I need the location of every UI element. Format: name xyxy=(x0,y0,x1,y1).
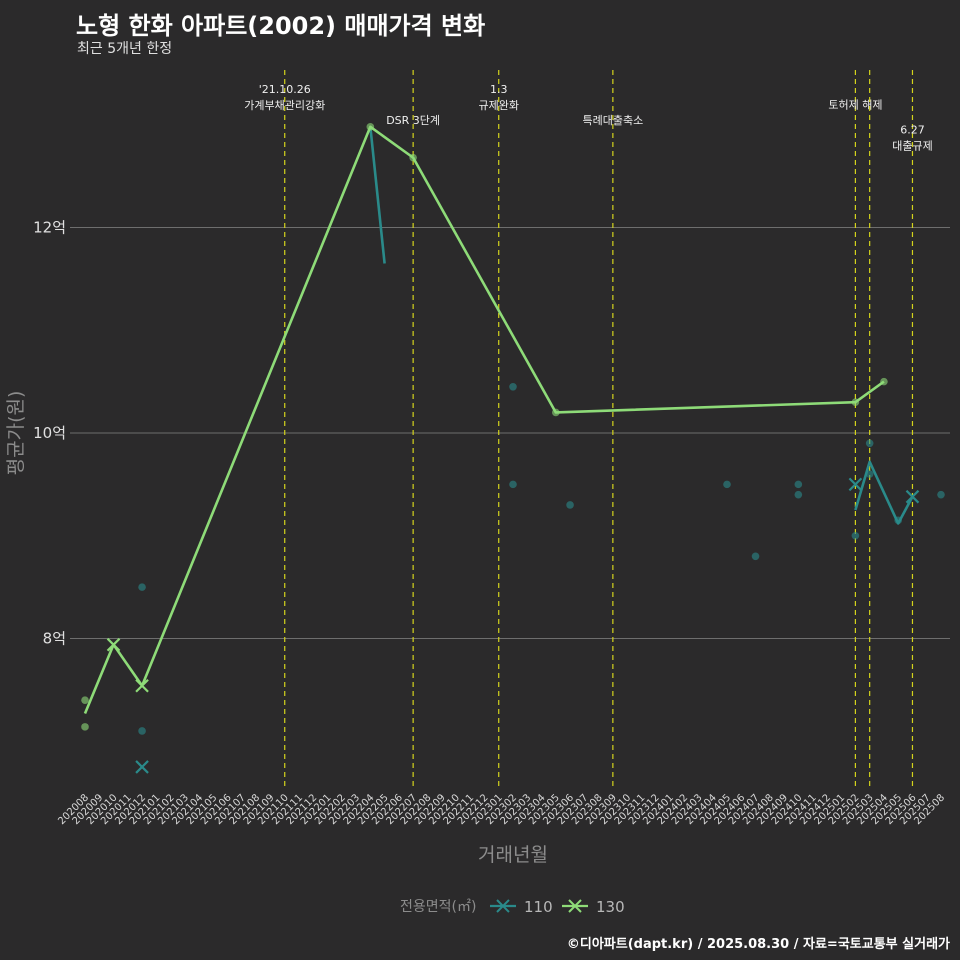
series-130-point xyxy=(409,153,417,162)
series-110-cross xyxy=(848,477,863,492)
event-label: 토허제 해제 xyxy=(828,98,882,112)
legend: 전용면적(㎡) 110 130 xyxy=(400,898,625,916)
series-110-point xyxy=(937,490,945,499)
series-110-point xyxy=(723,480,731,489)
chart-title: 노형 한화 아파트(2002) 매매가격 변화 xyxy=(76,12,486,40)
y-axis: 8억 10억 12억 xyxy=(33,219,66,648)
series-layer xyxy=(81,123,945,774)
series-130-point xyxy=(366,123,375,131)
series-110-point xyxy=(509,480,517,489)
series-110-line xyxy=(369,126,386,264)
series-130-point xyxy=(552,408,560,417)
legend-label: 110 xyxy=(524,898,553,916)
series-110-point xyxy=(794,490,803,499)
event-label: 1.3 xyxy=(490,83,508,96)
event-label: 특례대출축소 xyxy=(582,114,643,127)
series-130-cross xyxy=(135,678,149,693)
gridlines xyxy=(70,227,950,639)
series-110-point xyxy=(751,552,760,561)
event-label: '21.10.26 xyxy=(259,83,311,96)
y-tick-label: 12억 xyxy=(33,219,66,237)
event-label: 6.27 xyxy=(900,123,925,136)
y-tick-label: 8억 xyxy=(43,630,66,648)
event-label: DSR 3단계 xyxy=(386,114,440,127)
series-110-line xyxy=(854,460,914,525)
y-tick-label: 10억 xyxy=(33,424,66,442)
series-110-point xyxy=(851,531,860,540)
event-label: 대출규제 xyxy=(892,139,932,152)
series-110-point xyxy=(865,470,874,478)
series-110-point xyxy=(509,382,517,391)
series-130-line xyxy=(83,125,885,715)
series-130-point xyxy=(81,696,89,704)
series-110-cross xyxy=(905,489,920,504)
legend-swatch-cross xyxy=(496,899,510,913)
series-130-point xyxy=(81,723,89,731)
series-110-cross xyxy=(135,760,149,774)
legend-swatch-cross xyxy=(568,899,582,913)
series-110-point xyxy=(794,480,803,489)
chart-subtitle: 최근 5개년 한정 xyxy=(77,41,173,57)
series-110-point xyxy=(138,583,146,591)
legend-title: 전용면적(㎡) xyxy=(400,899,476,915)
source-caption: ©디아파트(dapt.kr) / 2025.08.30 / 자료=국토교통부 실… xyxy=(566,937,950,952)
event-label: 가계부채관리강화 xyxy=(244,99,325,112)
event-label: 규제완화 xyxy=(478,99,518,112)
x-axis: 2020082020092020102020112020122021012021… xyxy=(56,792,947,827)
series-130-point xyxy=(851,398,860,406)
series-110-point xyxy=(894,516,902,525)
series-110-point xyxy=(138,727,146,735)
series-130-point xyxy=(880,377,888,386)
series-110-point xyxy=(865,439,874,448)
y-axis-title: 평균가(원) xyxy=(5,391,27,476)
series-130-cross xyxy=(106,637,121,652)
legend-label: 130 xyxy=(596,898,625,916)
series-110-point xyxy=(566,501,574,509)
x-axis-title: 거래년월 xyxy=(478,844,548,866)
